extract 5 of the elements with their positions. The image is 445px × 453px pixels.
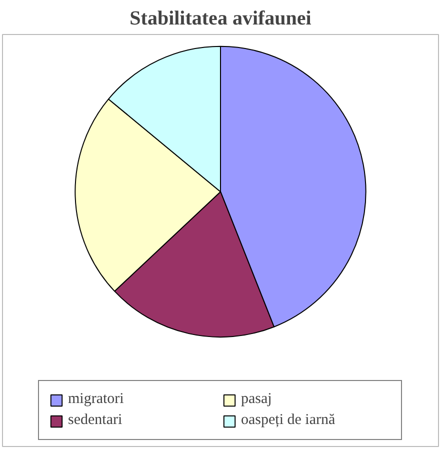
legend-label: migratori xyxy=(68,391,125,408)
chart-title: Stabilitatea avifaunei xyxy=(130,8,312,30)
legend-label: oaspeți de iarnă xyxy=(241,412,336,429)
legend-label: pasaj xyxy=(241,391,273,408)
legend-label: sedentari xyxy=(68,412,124,429)
